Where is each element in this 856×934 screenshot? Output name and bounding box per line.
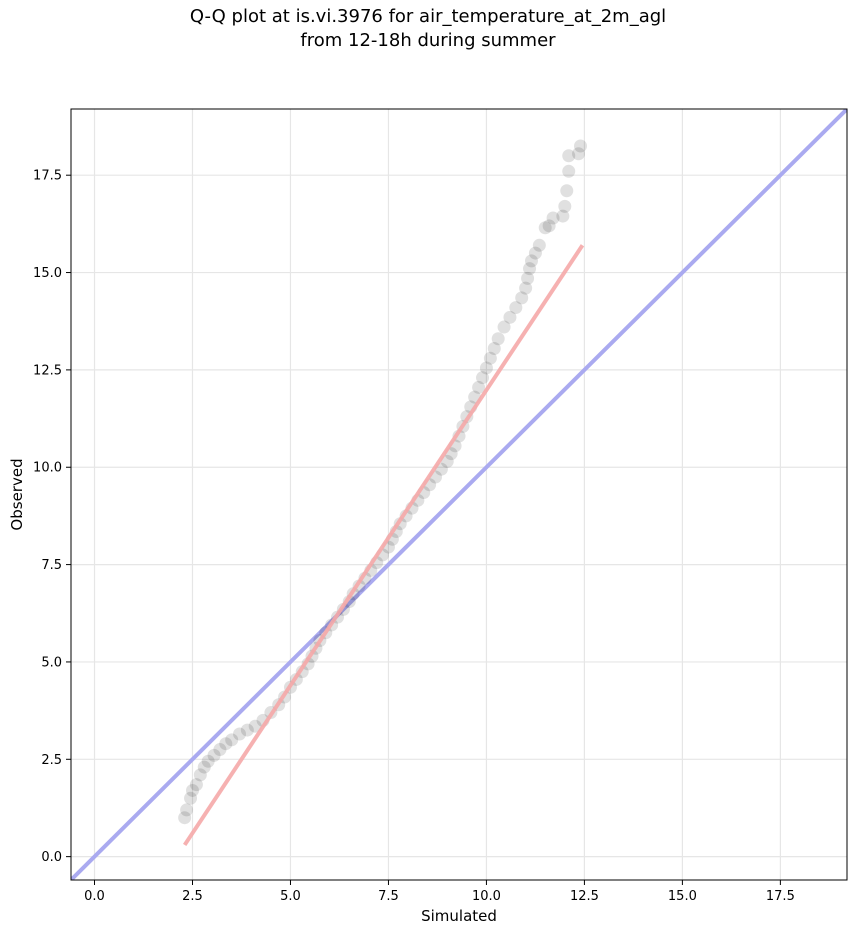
data-point bbox=[542, 219, 556, 233]
data-point bbox=[538, 221, 552, 235]
data-point bbox=[180, 803, 194, 817]
data-point bbox=[213, 743, 227, 757]
axes-frame bbox=[70, 108, 848, 881]
data-point bbox=[497, 320, 511, 334]
data-point bbox=[476, 371, 490, 385]
x-tick-label: 2.5 bbox=[182, 889, 203, 904]
data-point bbox=[503, 310, 517, 324]
x-tick-label: 12.5 bbox=[570, 889, 599, 904]
data-point bbox=[483, 351, 497, 365]
data-point bbox=[525, 254, 539, 268]
chart-title-line-1: Q-Q plot at is.vi.3976 for air_temperatu… bbox=[189, 6, 667, 27]
data-point bbox=[528, 246, 542, 260]
data-point bbox=[207, 748, 221, 762]
data-point bbox=[240, 723, 254, 737]
data-point bbox=[472, 380, 486, 394]
x-axis-label: Simulated bbox=[421, 907, 497, 925]
identity-line bbox=[71, 109, 847, 880]
data-point bbox=[193, 768, 207, 782]
data-point bbox=[178, 811, 192, 825]
data-point bbox=[197, 760, 211, 774]
data-point bbox=[201, 754, 215, 768]
data-point bbox=[519, 281, 533, 295]
y-axis-label: Observed bbox=[8, 458, 26, 530]
data-point bbox=[509, 301, 523, 315]
data-point bbox=[523, 262, 537, 276]
data-point bbox=[532, 238, 546, 252]
chart-title-line-2: from 12-18h during summer bbox=[300, 30, 556, 51]
data-point bbox=[560, 184, 574, 198]
data-point bbox=[556, 209, 570, 223]
data-point bbox=[189, 778, 203, 792]
data-point bbox=[562, 149, 576, 163]
data-point bbox=[558, 199, 572, 213]
data-point bbox=[491, 332, 505, 346]
y-tick-label: 7.5 bbox=[41, 558, 62, 573]
data-point bbox=[573, 139, 587, 153]
y-tick-label: 12.5 bbox=[33, 363, 62, 378]
x-tick-label: 15.0 bbox=[668, 889, 697, 904]
data-point bbox=[440, 454, 454, 468]
data-point bbox=[562, 164, 576, 178]
y-tick-label: 17.5 bbox=[33, 169, 62, 184]
y-tick-label: 0.0 bbox=[41, 850, 62, 865]
y-tick-label: 5.0 bbox=[41, 655, 62, 670]
y-tick-label: 2.5 bbox=[41, 753, 62, 768]
data-point bbox=[572, 147, 586, 161]
x-tick-label: 10.0 bbox=[472, 889, 501, 904]
x-tick-label: 0.0 bbox=[84, 889, 105, 904]
data-point bbox=[184, 791, 198, 805]
x-tick-label: 7.5 bbox=[378, 889, 399, 904]
data-point bbox=[487, 341, 501, 355]
x-tick-label: 17.5 bbox=[766, 889, 795, 904]
data-point bbox=[233, 727, 247, 741]
y-tick-label: 15.0 bbox=[33, 266, 62, 281]
data-point bbox=[546, 211, 560, 225]
data-point bbox=[225, 733, 239, 747]
x-tick-label: 5.0 bbox=[280, 889, 301, 904]
fit-line bbox=[182, 244, 585, 847]
data-point bbox=[521, 271, 535, 285]
y-tick-label: 10.0 bbox=[33, 461, 62, 476]
data-point bbox=[515, 291, 529, 305]
data-point bbox=[248, 719, 262, 733]
data-point bbox=[219, 737, 233, 751]
data-point bbox=[185, 783, 199, 797]
plot-content bbox=[71, 109, 847, 880]
data-point bbox=[479, 361, 493, 375]
